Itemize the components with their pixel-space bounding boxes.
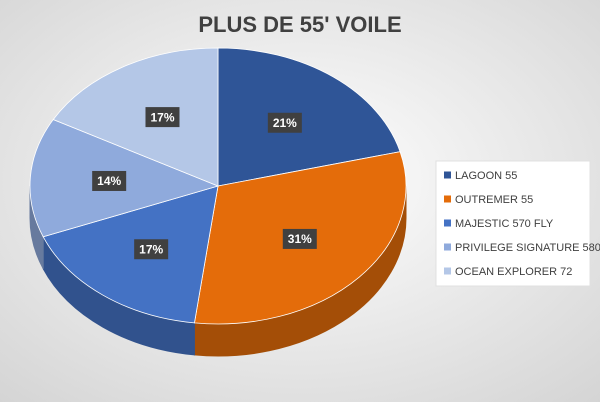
data-label: 21% bbox=[273, 116, 297, 130]
legend-label: OUTREMER 55 bbox=[455, 194, 533, 206]
chart-title: PLUS DE 55' VOILE bbox=[198, 12, 401, 37]
legend: LAGOON 55 OUTREMER 55 MAJESTIC 570 FLY PRIV… bbox=[435, 160, 600, 287]
legend-label: OCEAN EXPLORER 72 bbox=[455, 266, 572, 278]
legend-swatch bbox=[444, 171, 451, 179]
legend-box bbox=[435, 160, 591, 287]
data-label: 31% bbox=[288, 232, 312, 246]
slice bbox=[42, 185, 219, 324]
slice bbox=[52, 47, 219, 187]
data-label: 17% bbox=[150, 110, 174, 124]
slice bbox=[217, 47, 401, 187]
data-label-box bbox=[145, 107, 180, 128]
legend-label: LAGOON 55 bbox=[455, 170, 517, 182]
legend-swatch bbox=[444, 195, 451, 203]
legend-swatch bbox=[444, 243, 451, 251]
legend-swatch bbox=[444, 219, 451, 227]
data-label-box bbox=[282, 228, 317, 249]
legend-swatch bbox=[444, 267, 451, 275]
data-label: 14% bbox=[97, 174, 121, 188]
data-label: 17% bbox=[139, 242, 163, 256]
pie: 21% 31% 17% 14% 17% bbox=[29, 47, 407, 357]
legend-label: MAJESTIC 570 FLY bbox=[455, 218, 554, 230]
data-label-box bbox=[92, 170, 127, 191]
data-label-box bbox=[267, 112, 302, 133]
legend-label: PRIVILEGE SIGNATURE 580 bbox=[455, 242, 600, 254]
data-label-box bbox=[134, 239, 169, 260]
